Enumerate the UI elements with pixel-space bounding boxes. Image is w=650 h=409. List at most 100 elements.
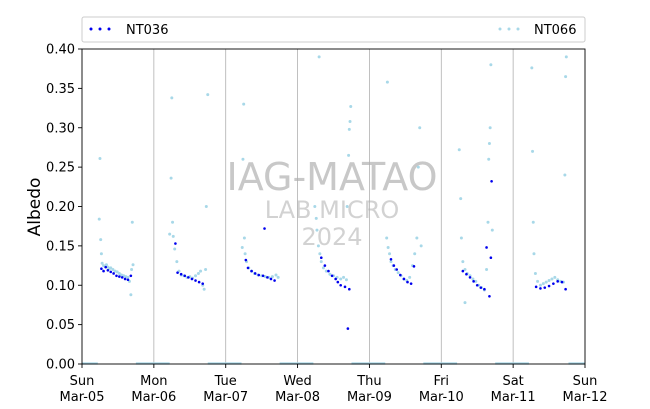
data-point [98,156,102,160]
data-point [463,268,467,271]
data-point [543,286,547,289]
x-tick-label-date: Mar-12 [563,390,608,405]
data-point [129,293,133,297]
y-axis: 0.00 0.05 0.10 0.15 0.20 0.25 0.30 0.35 0.40 [46,43,82,373]
data-point [317,55,321,59]
data-point [241,157,245,161]
data-point [327,269,330,273]
data-point [465,272,468,276]
data-point [169,176,173,180]
data-point [483,287,486,291]
y-tick-label: 0.40 [46,43,75,58]
data-point [240,245,244,249]
data-point [343,285,347,289]
data-point [183,274,187,278]
x-tick-label-date: Mar-09 [347,390,392,405]
legend-marker-nt036 [89,27,111,31]
data-point [104,265,108,269]
data-point [170,96,174,100]
data-point [489,256,493,259]
data-point [468,276,472,279]
data-point [253,272,257,275]
data-point [487,157,491,161]
data-point [339,283,342,287]
legend-label-nt036: NT036 [126,23,168,38]
data-point [485,268,489,271]
data-point [413,252,417,256]
data-point [321,266,325,270]
data-point [206,93,210,97]
x-axis: SunMar-05MonMar-06TueMar-07WedMar-08ThuM… [60,364,608,405]
data-point [392,264,396,267]
data-point [109,266,113,270]
y-tick-label: 0.35 [46,82,75,97]
x-tick-label-date: Mar-08 [275,390,320,405]
data-point [243,252,247,256]
data-point [348,119,352,123]
data-point [126,275,130,279]
data-point [459,197,463,201]
data-point [131,263,135,267]
data-point [102,269,105,273]
data-point [463,301,467,305]
data-point [273,279,276,282]
x-tick-label-date: Mar-07 [203,390,248,405]
data-point [330,274,334,278]
data-point [123,277,127,281]
data-point [485,246,488,249]
x-tick-label-date: Mar-06 [131,390,176,405]
data-point [471,277,475,281]
x-tick-label-day: Sun [573,374,598,389]
x-tick-label-day: Wed [283,374,311,389]
data-point [490,180,493,183]
grid-lines [153,49,514,364]
data-point [242,236,246,240]
data-point [115,274,118,278]
data-point [197,280,201,284]
data-point [244,258,248,262]
data-point [533,271,537,275]
y-tick-label: 0.10 [46,279,75,294]
data-point [263,275,267,279]
data-point [99,238,103,242]
data-point [269,277,273,281]
data-point [563,173,567,177]
data-point [316,244,320,248]
data-point [106,268,110,272]
data-point [408,275,412,279]
data-point [531,220,535,224]
data-point [276,275,280,279]
x-tick-label-day: Thu [356,374,381,389]
data-point [323,264,327,267]
data-point [339,277,343,281]
data-point [539,287,542,290]
data-point [488,294,491,298]
data-point [257,273,261,277]
data-point [171,220,175,224]
data-point [472,280,475,283]
y-tick-label: 0.25 [46,161,75,176]
x-tick-label-day: Fri [434,374,450,389]
data-point [530,66,534,70]
data-point [461,269,465,273]
data-point [118,275,121,278]
data-point [534,285,538,289]
series-nt036 [100,180,567,330]
data-point [319,256,323,259]
data-point [250,269,253,273]
data-point [389,257,393,261]
legend-dot [89,27,93,31]
legend-dot [507,27,511,31]
data-point [416,165,420,169]
data-point [130,220,134,224]
legend: NT036 NT066 [81,16,586,43]
data-point [457,148,461,152]
data-point [389,260,393,264]
data-point [171,234,175,238]
data-point [99,252,103,256]
data-point [328,272,332,276]
data-point [346,327,350,330]
data-point [115,270,119,274]
watermark-line-3: 2024 [301,223,362,251]
data-point [334,277,337,281]
